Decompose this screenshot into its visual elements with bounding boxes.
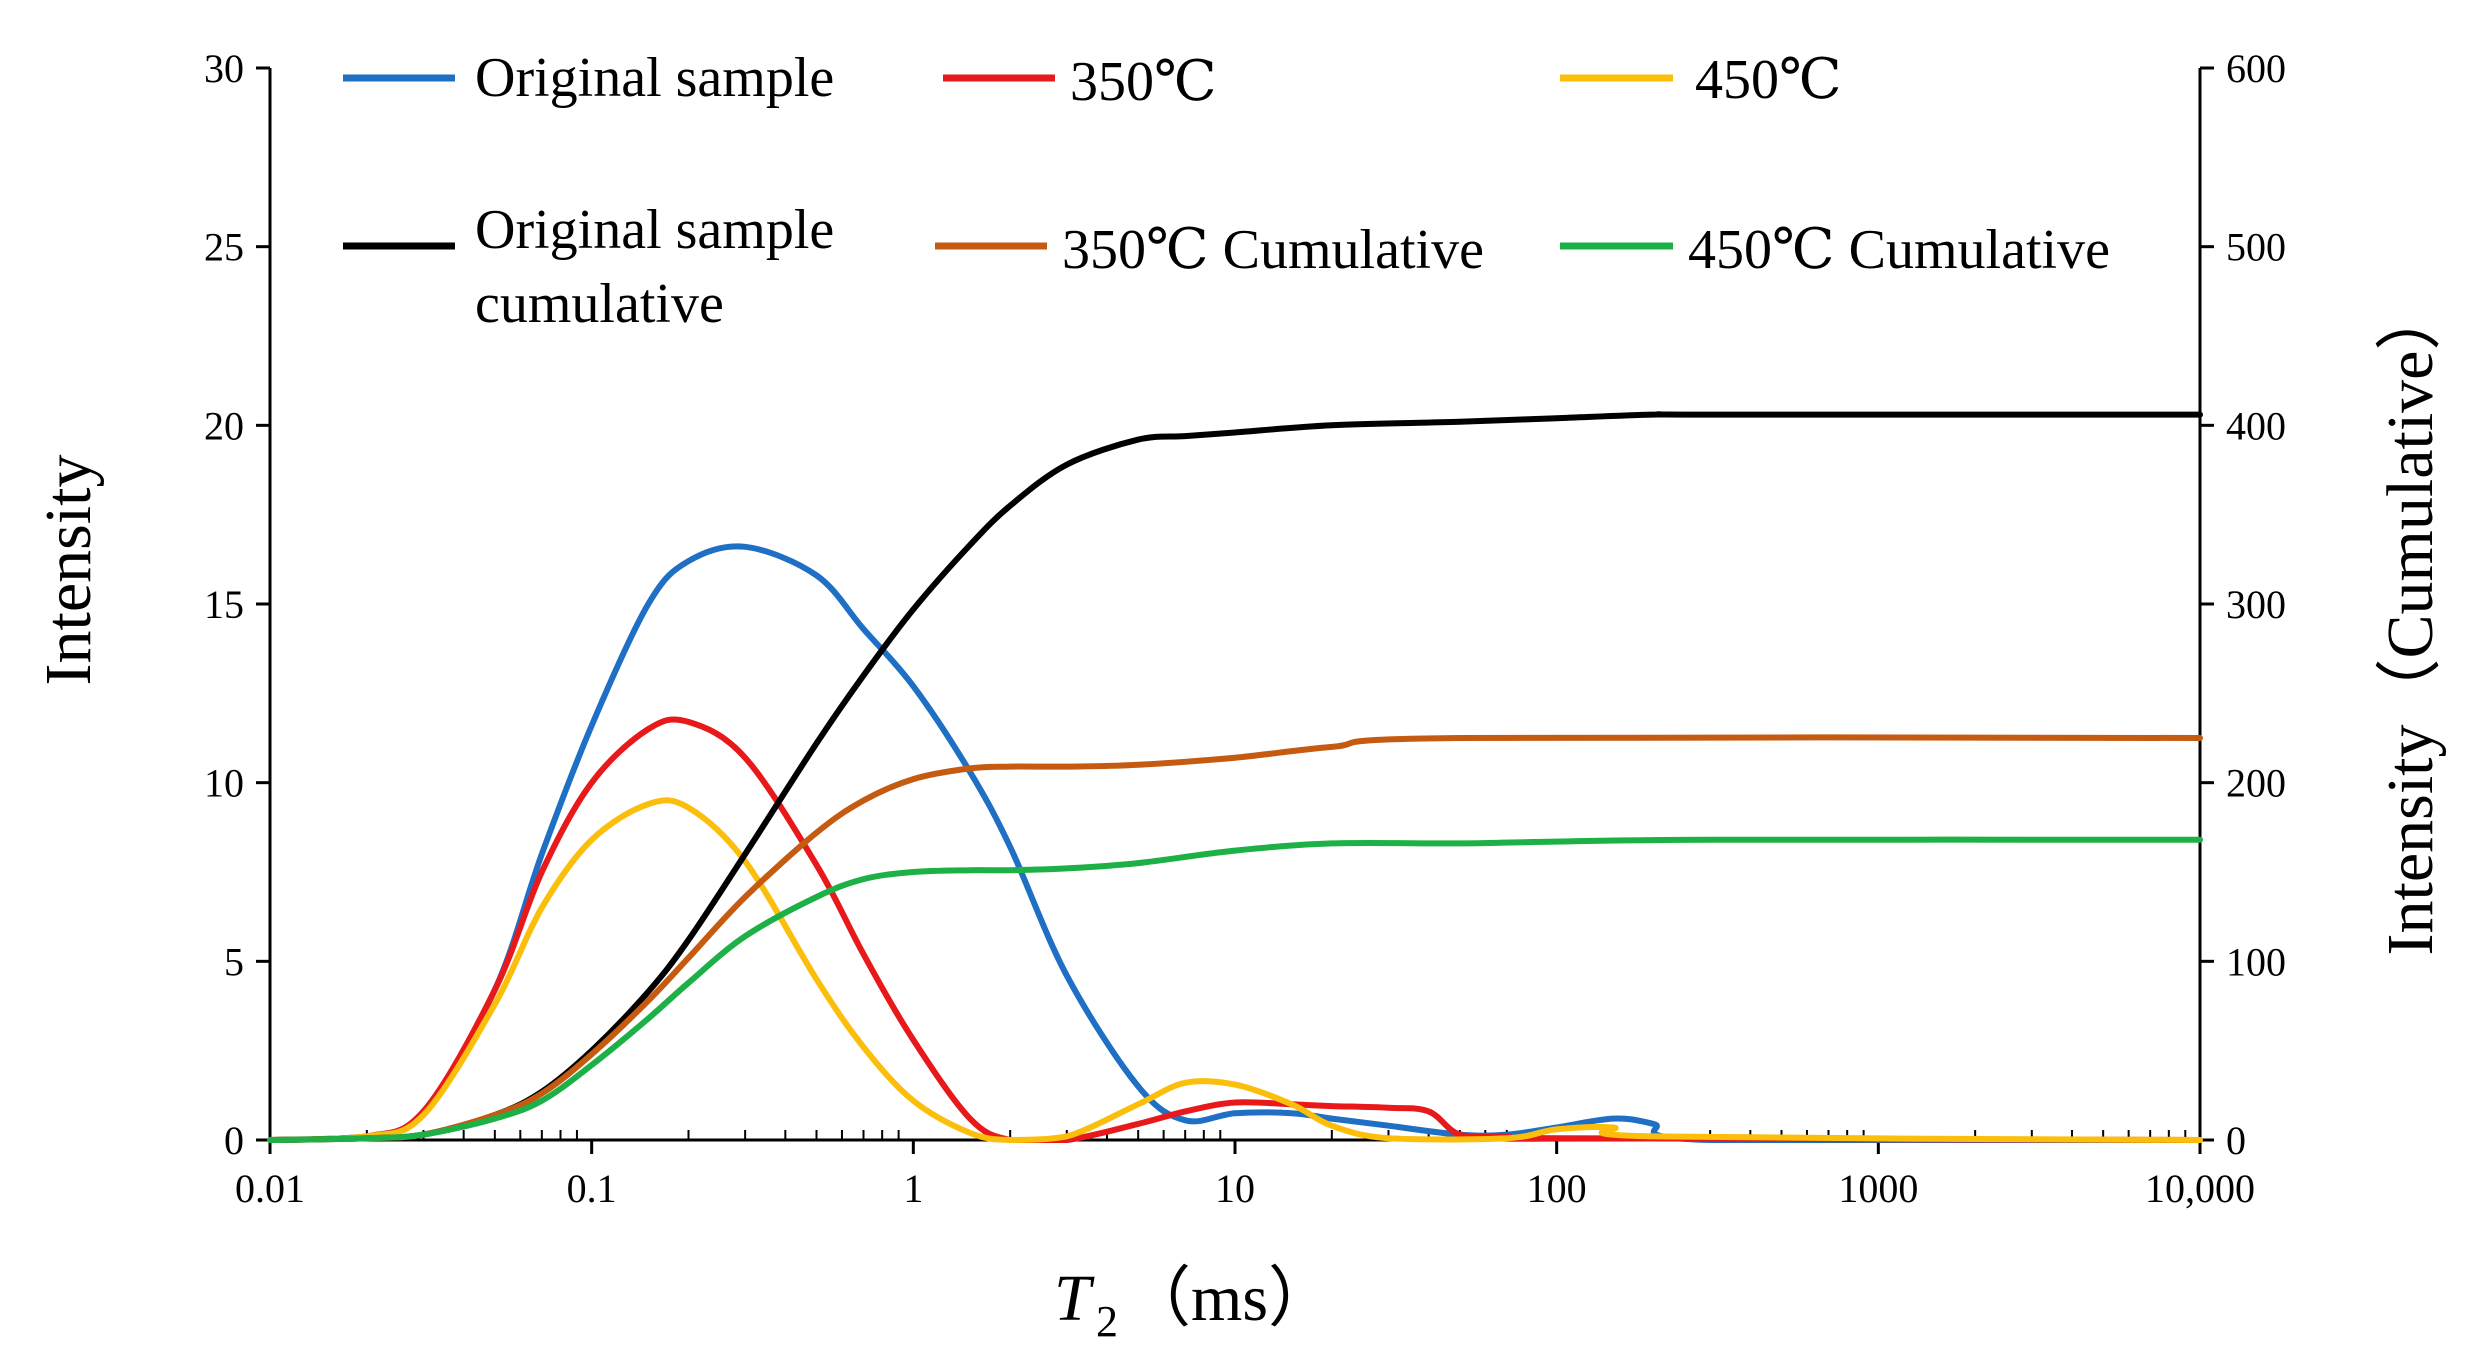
x-tick-label: 10 (1215, 1166, 1255, 1211)
x-axis-title: T 2 （ms） (1054, 1262, 1334, 1346)
right-y-tick-label: 100 (2226, 939, 2286, 984)
x-tick-label: 0.1 (567, 1166, 617, 1211)
left-y-tick-label: 20 (204, 403, 244, 448)
left-y-tick-label: 10 (204, 761, 244, 806)
legend-label-350: 350℃ (1070, 51, 1217, 113)
legend-label-450-cumulative: 450℃ Cumulative (1688, 219, 2110, 281)
x-tick-label: 1000 (1838, 1166, 1918, 1211)
x-axis-title-main: T (1054, 1262, 1095, 1335)
legend-label-original-cumulative-line2: cumulative (475, 273, 724, 335)
right-y-tick-label: 200 (2226, 761, 2286, 806)
right-y-tick-label: 400 (2226, 403, 2286, 448)
left-y-axis-title: Intensity (32, 455, 105, 686)
x-axis-title-unit: （ms） (1125, 1262, 1334, 1335)
left-y-tick-label: 15 (204, 582, 244, 627)
left-y-tick-label: 0 (224, 1118, 244, 1163)
series-line-450-cumulative (267, 836, 2203, 1143)
right-y-tick-label: 300 (2226, 582, 2286, 627)
legend-label-450: 450℃ (1695, 49, 1842, 111)
series-line-350-cumulative (267, 734, 2203, 1143)
x-tick-label: 10,000 (2145, 1166, 2255, 1211)
x-axis-title-subscript: 2 (1096, 1297, 1118, 1346)
left-y-tick-label: 5 (224, 939, 244, 984)
series-line-original-sample (267, 543, 2203, 1144)
right-y-tick-label: 600 (2226, 46, 2286, 91)
series-line-450 (267, 797, 2203, 1143)
right-y-tick-label: 0 (2226, 1118, 2246, 1163)
x-tick-label: 100 (1527, 1166, 1587, 1211)
right-y-ticks: 0 100 200 300 400 500 600 (2200, 46, 2286, 1163)
right-y-tick-label: 500 (2226, 225, 2286, 270)
legend: Original sample 350℃ 450℃ Original sampl… (343, 47, 2110, 335)
left-y-tick-label: 25 (204, 225, 244, 270)
right-y-axis-title: Intensity（Cumulative） (2374, 285, 2447, 956)
legend-label-original-cumulative-line1: Original sample (475, 199, 834, 261)
series-lines (267, 411, 2203, 1144)
left-y-tick-label: 30 (204, 46, 244, 91)
legend-label-original: Original sample (475, 47, 834, 109)
x-tick-label: 1 (903, 1166, 923, 1211)
x-ticks: 0.01 0.1 1 10 100 1000 10,000 (235, 1130, 2255, 1211)
left-y-ticks: 0 5 10 15 20 25 30 (204, 46, 270, 1163)
x-tick-label: 0.01 (235, 1166, 305, 1211)
legend-label-350-cumulative: 350℃ Cumulative (1062, 219, 1484, 281)
